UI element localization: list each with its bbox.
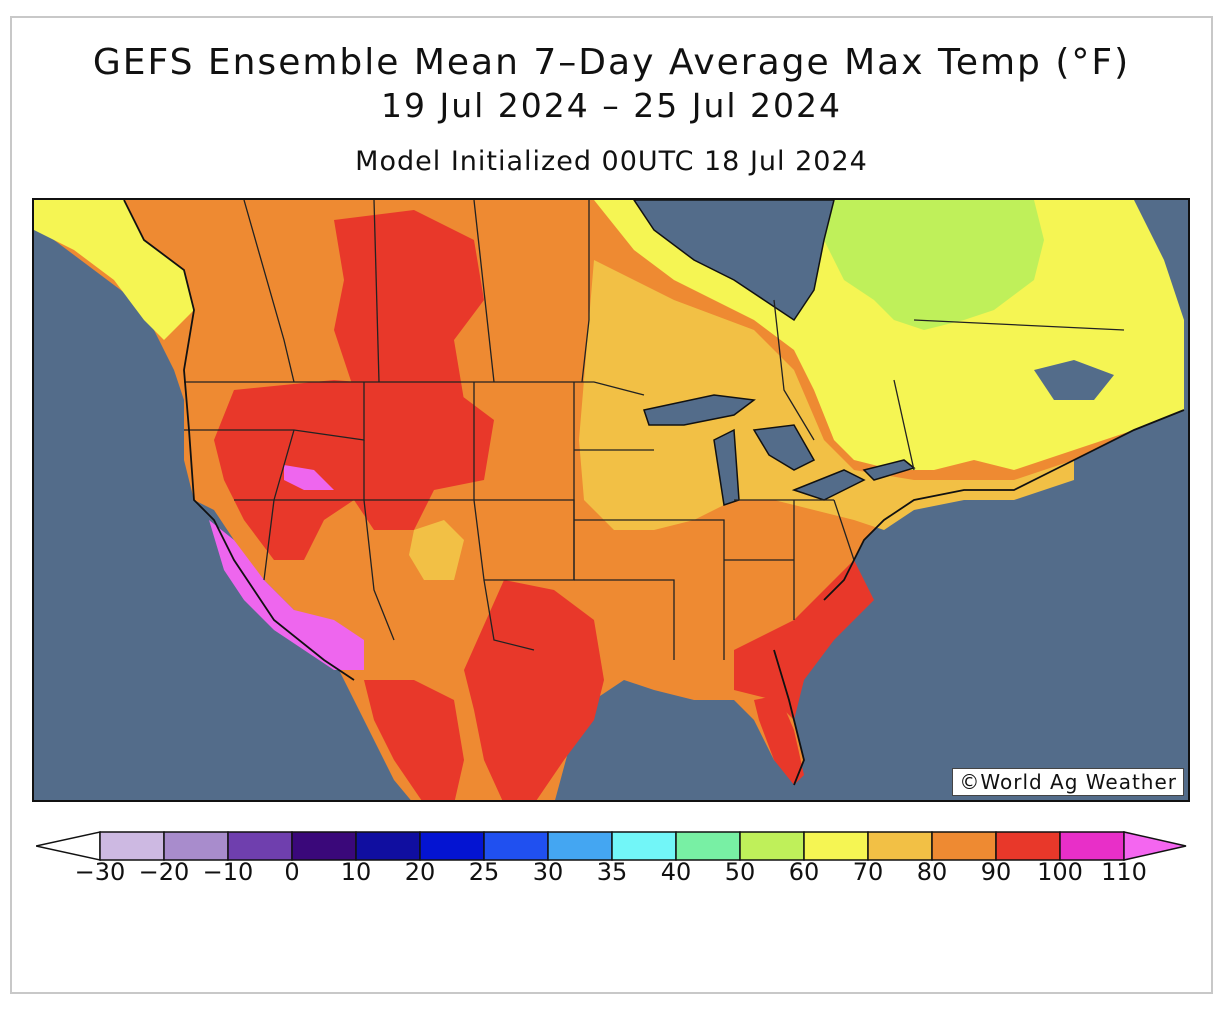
scale-segment: [1059, 831, 1125, 861]
scale-segment: [291, 831, 357, 861]
temperature-map: ©World Ag Weather: [32, 198, 1190, 802]
scale-tick-label: 70: [852, 858, 884, 886]
scale-segment: [483, 831, 549, 861]
map-title: GEFS Ensemble Mean 7–Day Average Max Tem…: [92, 42, 1131, 83]
scale-tick-label: 25: [468, 858, 500, 886]
zone-90s-west: [214, 380, 494, 560]
zone-90s-canada-prairies: [334, 210, 484, 410]
map-graphic: [34, 200, 1188, 800]
scale-tick-label: −20: [138, 858, 190, 886]
scale-segment: [547, 831, 613, 861]
scale-segment: [675, 831, 741, 861]
date-range: 19 Jul 2024 – 25 Jul 2024: [380, 86, 843, 125]
scale-segment: [931, 831, 997, 861]
scale-segment: [227, 831, 293, 861]
scale-arrow-low: [36, 831, 101, 861]
scale-segment: [99, 831, 165, 861]
scale-segment: [355, 831, 421, 861]
political-borders: [184, 200, 1125, 660]
color-scale-graphic: [36, 831, 1187, 861]
scale-tick-label: 35: [596, 858, 628, 886]
scale-segment: [803, 831, 869, 861]
scale-tick-label: 50: [724, 858, 756, 886]
scale-tick-label: 30: [532, 858, 564, 886]
scale-tick-label: 100: [1037, 858, 1083, 886]
scale-tick-label: 20: [404, 858, 436, 886]
zone-90s-mexico: [364, 680, 464, 800]
scale-segment: [739, 831, 805, 861]
zone-60s-pacific-northwest: [34, 200, 194, 340]
credit-label: ©World Ag Weather: [952, 768, 1184, 796]
scale-tick-label: −30: [74, 858, 126, 886]
zone-90s-southeast: [734, 560, 874, 720]
color-scale-bar: [36, 828, 1188, 864]
zone-100s-southwest: [209, 520, 364, 670]
scale-segment: [163, 831, 229, 861]
scale-tick-label: 10: [340, 858, 372, 886]
scale-segment: [419, 831, 485, 861]
zone-70s-colorado: [409, 520, 464, 580]
scale-arrow-high: [1123, 831, 1187, 861]
zone-100s-idaho: [284, 465, 334, 490]
scale-segment: [611, 831, 677, 861]
coastline: [123, 200, 1185, 786]
gulf-of-st-lawrence: [1034, 360, 1114, 400]
zone-90s-texas: [464, 580, 604, 800]
great-lakes: [643, 394, 916, 506]
scale-tick-label: 60: [788, 858, 820, 886]
scale-tick-label: 0: [284, 858, 300, 886]
hudson-bay: [633, 200, 835, 322]
florida: [754, 695, 804, 785]
scale-segment: [867, 831, 933, 861]
scale-tick-label: 90: [980, 858, 1012, 886]
model-init-label: Model Initialized 00UTC 18 Jul 2024: [355, 146, 868, 177]
scale-tick-label: 110: [1101, 858, 1147, 886]
scale-tick-label: 80: [916, 858, 948, 886]
zone-50s-quebec: [824, 200, 1044, 330]
color-scale-ticks: −30 −20 −10 0 10 20 25 30 35 40 50 60 70 80 90 100 110: [0, 858, 1223, 892]
scale-tick-label: 40: [660, 858, 692, 886]
scale-segment: [995, 831, 1061, 861]
scale-tick-label: −10: [202, 858, 254, 886]
zone-70s: [579, 260, 1074, 530]
